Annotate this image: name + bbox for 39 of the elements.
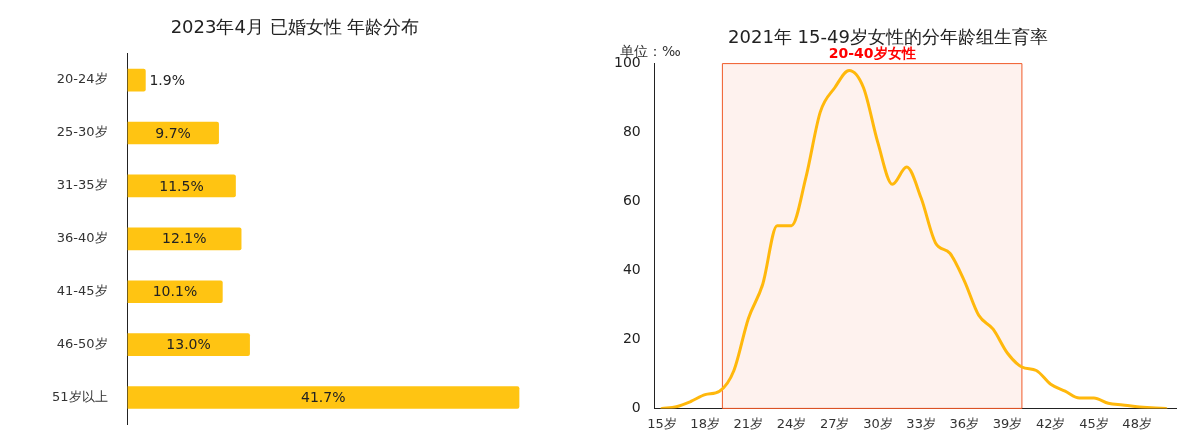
bar	[127, 68, 146, 92]
y-tick-label: 20-24岁	[56, 71, 108, 87]
x-tick-label: 45岁	[1079, 415, 1109, 431]
y-tick-label: 60	[622, 192, 641, 209]
bar	[127, 386, 520, 409]
x-tick-label: 30岁	[863, 415, 893, 431]
line-series	[660, 69, 1168, 409]
chart-title: 2023年4月 已婚女性 年龄分布	[170, 16, 420, 38]
y-tick-label: 80	[622, 123, 641, 140]
x-tick-label: 27岁	[819, 415, 850, 431]
y-tick-label: 41-45岁	[56, 283, 108, 299]
y-tick-label: 46-50岁	[56, 336, 108, 351]
data-label: 12.1%	[162, 230, 207, 247]
x-tick-label: 39岁	[992, 415, 1023, 431]
y-tick-label: 25-30岁	[56, 124, 108, 140]
data-label: 13.0%	[166, 336, 211, 353]
data-label: 9.7%	[155, 124, 191, 141]
x-tick-label: 24岁	[776, 415, 807, 431]
y-tick-label: 0	[631, 399, 641, 416]
band-label: 20-40岁女性	[828, 45, 916, 62]
y-tick-label: 31-35岁	[56, 177, 108, 193]
x-tick-label: 18岁	[690, 415, 720, 431]
data-label: 10.1%	[152, 283, 198, 300]
y-tick-label: 40	[622, 261, 641, 278]
data-label: 1.9%	[149, 71, 185, 88]
x-tick-label: 42岁	[1035, 415, 1066, 431]
data-label: 11.5%	[159, 177, 204, 194]
bar	[127, 227, 242, 251]
y-tick-label: 20	[622, 330, 641, 347]
y-tick-label: 51岁以上	[52, 388, 108, 404]
bar	[127, 333, 250, 356]
x-tick-label: 15岁	[647, 415, 677, 431]
x-tick-label: 36岁	[949, 415, 980, 431]
x-tick-label: 33岁	[906, 415, 936, 431]
y-tick-label: 36-40岁	[56, 230, 108, 246]
bar	[127, 280, 223, 304]
data-label: 41.7%	[301, 389, 346, 406]
x-tick-label: 48岁	[1122, 415, 1152, 431]
x-tick-label: 21岁	[733, 415, 764, 431]
